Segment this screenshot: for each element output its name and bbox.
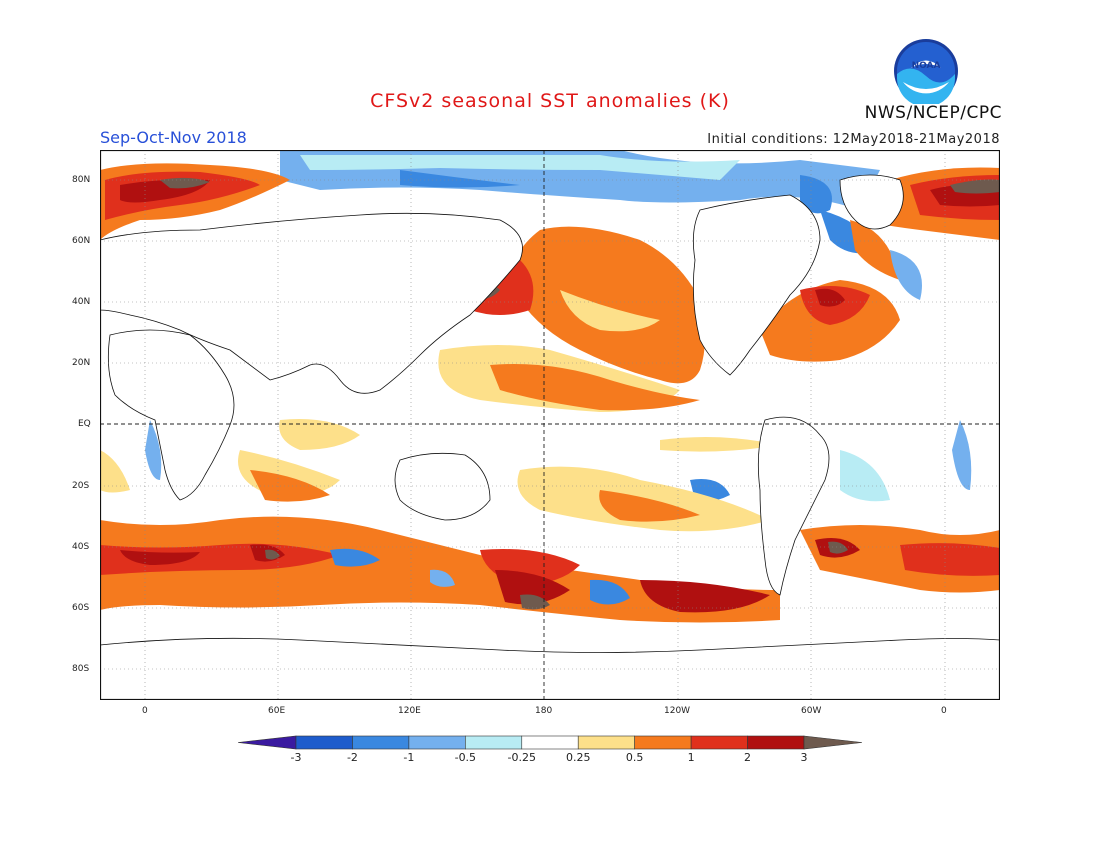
lat-label-20s: 20S (72, 481, 90, 491)
greenland-outline (839, 174, 904, 230)
lat-label-60s: 60S (72, 603, 90, 613)
colorbar-swatch (521, 735, 579, 750)
lat-label-20n: 20N (72, 358, 91, 368)
south-america-outline (757, 416, 830, 596)
colorbar-swatch-max (803, 735, 862, 750)
colorbar-label: -0.25 (508, 751, 536, 764)
colorbar-swatch-min (238, 735, 297, 750)
colorbar-swatch (577, 735, 635, 750)
season-label: Sep-Oct-Nov 2018 (100, 128, 247, 147)
colorbar-swatch (295, 735, 353, 750)
logo-text: NOAA (912, 61, 941, 71)
africa-outline (107, 329, 235, 501)
colorbar: -3 -2 -1 -0.5 -0.25 0.25 0.5 1 2 3 (238, 735, 862, 764)
lon-label-0-right: 0 (941, 706, 947, 716)
map-frame (100, 150, 1000, 700)
chart-title: CFSv2 seasonal SST anomalies (K) (370, 90, 730, 112)
antarctica-outline (100, 637, 1000, 700)
continents (100, 174, 1000, 700)
colorbar-label: -0.5 (455, 751, 476, 764)
noaa-logo-icon: NOAA (894, 39, 958, 104)
colorbar-swatch (465, 735, 523, 750)
agency-label: NWS/NCEP/CPC (864, 103, 1002, 123)
colorbar-swatch (408, 735, 466, 750)
colorbar-swatch (352, 735, 410, 750)
colorbar-label: 0.5 (626, 751, 644, 764)
lon-label-180: 180 (535, 706, 553, 716)
lon-label-60w: 60W (801, 706, 822, 716)
colorbar-label: -3 (291, 751, 302, 764)
eurasia-outline (100, 212, 523, 394)
lat-label-80n: 80N (72, 175, 91, 185)
lat-label-eq: EQ (78, 419, 91, 429)
australia-outline (394, 452, 491, 521)
equator-dateline (100, 150, 1000, 700)
colorbar-swatch (690, 735, 748, 750)
colorbar-label: -2 (347, 751, 358, 764)
colorbar-label: 0.25 (566, 751, 591, 764)
colorbar-swatch (747, 735, 805, 750)
lat-label-60n: 60N (72, 236, 91, 246)
colorbar-label: 3 (801, 751, 808, 764)
initial-conditions-label: Initial conditions: 12May2018-21May2018 (707, 132, 1000, 147)
colorbar-label: 1 (688, 751, 695, 764)
north-america-outline (692, 194, 821, 376)
lat-label-40s: 40S (72, 542, 90, 552)
lon-label-60e: 60E (268, 706, 286, 716)
colorbar-swatch (634, 735, 692, 750)
colorbar-label: -1 (403, 751, 414, 764)
colorbar-label: 2 (744, 751, 751, 764)
lon-label-120w: 120W (664, 706, 691, 716)
sst-anomaly-map (100, 150, 1000, 700)
lon-label-120e: 120E (398, 706, 421, 716)
lat-label-40n: 40N (72, 297, 91, 307)
north-pacific-warm (513, 226, 705, 384)
lon-label-0-left: 0 (142, 706, 148, 716)
lat-label-80s: 80S (72, 664, 90, 674)
